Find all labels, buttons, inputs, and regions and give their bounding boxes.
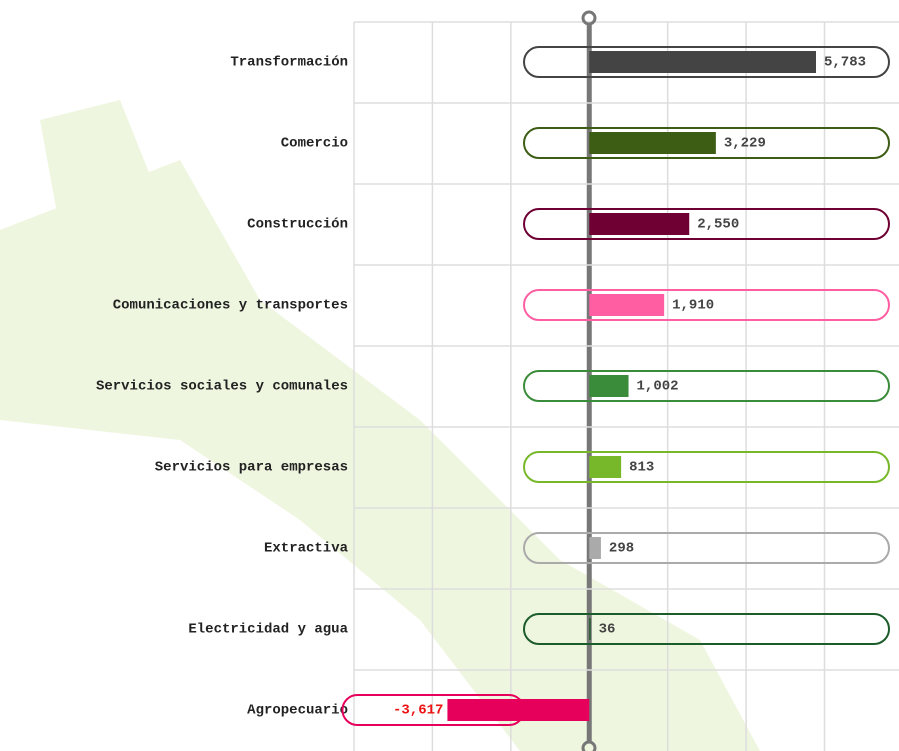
value-label: 2,550: [697, 217, 739, 233]
pill: [523, 289, 890, 321]
watermark: [0, 100, 760, 751]
value-label: 36: [599, 622, 616, 638]
axis-cap: [581, 10, 597, 26]
value-label: 1,002: [637, 379, 679, 395]
pill: [523, 613, 890, 645]
value-label: 298: [609, 541, 634, 557]
category-label: Transformación: [230, 55, 348, 71]
value-label: -3,617: [393, 703, 443, 719]
pill: [523, 451, 890, 483]
bar: [589, 213, 690, 235]
category-label: Construcción: [247, 217, 348, 233]
pill: [523, 46, 890, 78]
bar: [589, 132, 716, 154]
category-label: Servicios sociales y comunales: [96, 379, 348, 395]
value-label: 3,229: [724, 136, 766, 152]
bar: [589, 537, 601, 559]
pill: [523, 370, 890, 402]
value-label: 1,910: [672, 298, 714, 314]
value-label: 5,783: [824, 55, 866, 71]
category-label: Agropecuario: [247, 703, 348, 719]
value-label: 813: [629, 460, 654, 476]
bar: [589, 618, 591, 640]
category-label: Comunicaciones y transportes: [113, 298, 348, 314]
category-label: Electricidad y agua: [188, 622, 348, 638]
bar: [589, 294, 665, 316]
bar: [589, 375, 629, 397]
category-label: Servicios para empresas: [155, 460, 348, 476]
bars: Transformación 5,783 Comercio 3,229 Construc…: [96, 46, 890, 726]
category-label: Comercio: [281, 136, 348, 152]
axis-cap: [581, 740, 597, 751]
pill: [523, 208, 890, 240]
bar: [447, 699, 590, 721]
bar: [589, 456, 622, 478]
pill: [523, 532, 890, 564]
bar: [589, 51, 816, 73]
category-label: Extractiva: [264, 541, 349, 557]
pill: [523, 127, 890, 159]
